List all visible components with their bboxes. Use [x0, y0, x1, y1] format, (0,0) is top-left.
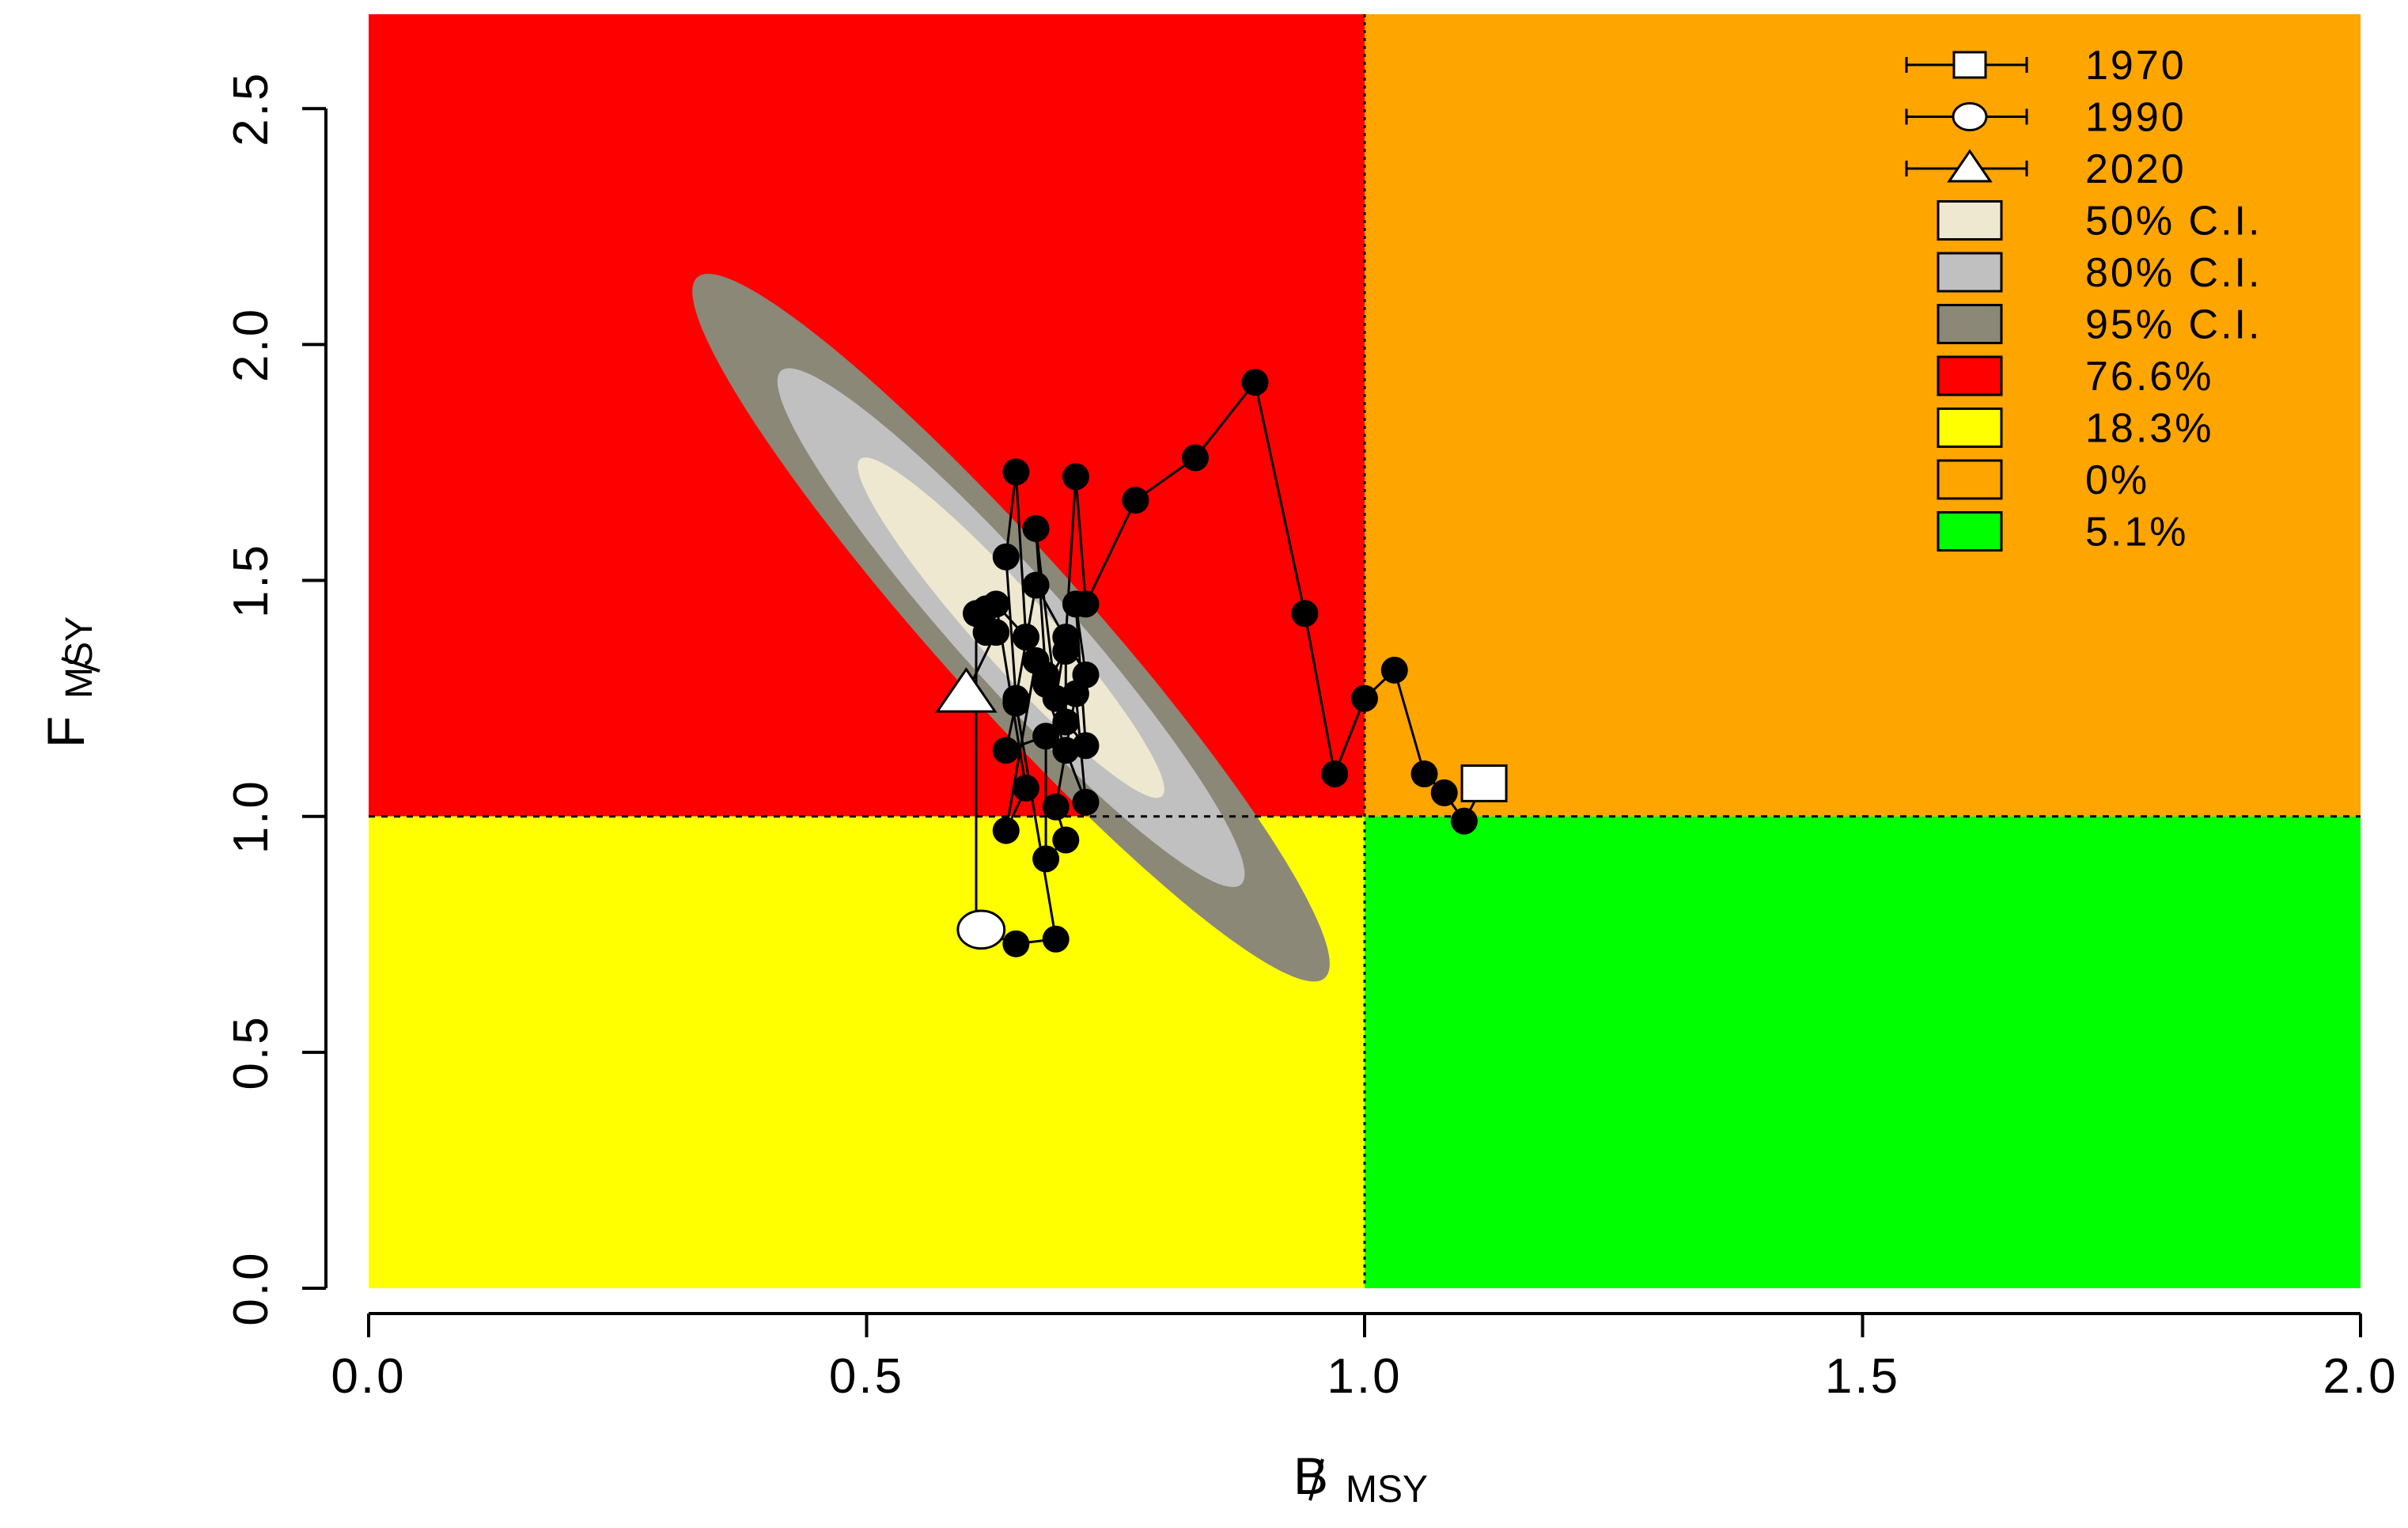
- y-tick-label: 1.0: [224, 779, 278, 854]
- legend-marker: [1952, 102, 1988, 131]
- trajectory-point: [1430, 779, 1458, 806]
- legend-item-0: 0%: [1937, 457, 2149, 503]
- trajectory-point: [1042, 925, 1070, 953]
- trajectory-point: [992, 543, 1020, 571]
- legend-item-76-6: 76.6%: [1937, 354, 2213, 400]
- y-axis-title-main: F: [36, 716, 95, 748]
- trajectory-point: [1410, 760, 1438, 788]
- x-axis-title-sub: MSY: [1346, 1469, 1428, 1511]
- trajectory-point: [1022, 571, 1050, 599]
- trajectory-point: [1022, 514, 1050, 542]
- y-tick-label: 2.5: [224, 71, 278, 146]
- legend-label: 1990: [2085, 95, 2187, 141]
- highlight-point-1990: [956, 909, 1006, 950]
- trajectory-point: [1052, 826, 1080, 854]
- x-axis-title-slash: [1308, 1458, 1324, 1501]
- legend-swatch: [1937, 408, 2003, 448]
- trajectory-point: [1032, 722, 1060, 750]
- y-tick-label: 1.5: [224, 543, 278, 618]
- trajectory-point: [1052, 638, 1080, 665]
- status-quadrants: [369, 14, 2361, 1288]
- trajectory-point: [1072, 788, 1100, 816]
- legend-swatch: [1937, 200, 2003, 241]
- legend-swatch: [1937, 304, 2003, 344]
- axis-title-slashes: [61, 657, 1324, 1501]
- legend-item-80-c-i: 80% C.I.: [1937, 250, 2262, 296]
- legend-item-2020: 2020: [1905, 146, 2187, 192]
- x-tick-label: 2.0: [2323, 1349, 2398, 1404]
- x-axis-title: B MSY: [1293, 1446, 1428, 1511]
- axis-titles: B MSY F MSY: [36, 616, 1428, 1511]
- legend-label: 95% C.I.: [2085, 302, 2262, 348]
- trajectory-point: [1052, 708, 1080, 736]
- legend-label: 76.6%: [2085, 354, 2213, 400]
- x-tick-label: 1.5: [1825, 1349, 1900, 1404]
- trajectory-point: [1042, 793, 1070, 821]
- trajectory-point: [1032, 670, 1060, 698]
- legend-item-1970: 1970: [1905, 43, 2187, 89]
- trajectory-point: [1291, 600, 1319, 628]
- trajectory-point: [992, 817, 1020, 844]
- trajectory-point: [983, 619, 1010, 646]
- trajectory-point: [1062, 680, 1089, 707]
- x-tick-label: 1.0: [1327, 1349, 1402, 1404]
- axes: 0.0 0.5 1.0 1.5 2.0 0.0 0.5 1.0 1.5 2.0 2.5: [224, 71, 2398, 1404]
- legend-label: 18.3%: [2085, 406, 2213, 452]
- legend-swatch: [1937, 252, 2003, 293]
- trajectory-point: [1002, 458, 1030, 486]
- legend-swatch: [1937, 511, 2003, 552]
- y-axis-title: F MSY: [36, 616, 100, 748]
- trajectory-point: [1062, 590, 1089, 618]
- legend-item-18-3: 18.3%: [1937, 406, 2213, 452]
- y-axis-title-sub: MSY: [59, 616, 100, 699]
- trajectory-point: [1181, 444, 1209, 472]
- quadrant-orange: [1365, 14, 2361, 817]
- legend-item-50-c-i: 50% C.I.: [1937, 199, 2262, 245]
- y-tick-label: 2.0: [224, 307, 278, 382]
- legend-swatch: [1937, 459, 2003, 500]
- reference-lines: [369, 14, 2361, 1288]
- highlight-point-1970: [1460, 764, 1508, 802]
- legend-label: 1970: [2085, 43, 2187, 89]
- x-tick-label: 0.5: [829, 1349, 904, 1404]
- trajectory-point: [1351, 684, 1378, 712]
- trajectory-point: [1122, 487, 1149, 514]
- legend-label: 50% C.I.: [2085, 199, 2262, 245]
- highlighted-points: [935, 667, 1508, 950]
- trajectory-point: [1012, 774, 1039, 802]
- trajectory-point: [1002, 689, 1030, 717]
- quadrant-green: [1365, 816, 2361, 1288]
- legend-label: 80% C.I.: [2085, 250, 2262, 296]
- legend-swatch: [1937, 355, 2003, 396]
- legend-label: 2020: [2085, 146, 2187, 192]
- trajectory-point: [992, 737, 1020, 764]
- trajectory-point: [1032, 845, 1060, 873]
- y-tick-label: 0.0: [224, 1250, 278, 1325]
- trajectory-point: [1321, 760, 1349, 788]
- trajectory-point: [1022, 646, 1050, 674]
- x-tick-label: 0.0: [331, 1349, 406, 1404]
- trajectory-point: [1450, 807, 1478, 835]
- trajectory-point: [1012, 624, 1039, 651]
- trajectory-point: [972, 595, 1000, 623]
- legend-label: 5.1%: [2085, 510, 2189, 555]
- y-tick-label: 0.5: [224, 1014, 278, 1090]
- legend-item-1990: 1990: [1905, 95, 2187, 141]
- y-axis-title-slash: [61, 657, 100, 673]
- trajectory-point: [1062, 463, 1089, 491]
- trajectory-point: [1052, 737, 1080, 764]
- trajectory-point: [1241, 369, 1269, 396]
- legend-item-95-c-i: 95% C.I.: [1937, 302, 2262, 348]
- legend-marker: [1952, 51, 1987, 79]
- legend-label: 0%: [2085, 457, 2149, 503]
- highlight-point-2020: [935, 667, 998, 713]
- legend: 1970 1990 2020 50% C.I. 80% C.I. 95% C.I. 76.6…: [1905, 43, 2262, 555]
- legend-marker: [1947, 149, 1993, 183]
- trajectory-point: [1002, 930, 1030, 957]
- trajectory-point: [1380, 656, 1408, 684]
- legend-item-5-1: 5.1%: [1937, 510, 2189, 555]
